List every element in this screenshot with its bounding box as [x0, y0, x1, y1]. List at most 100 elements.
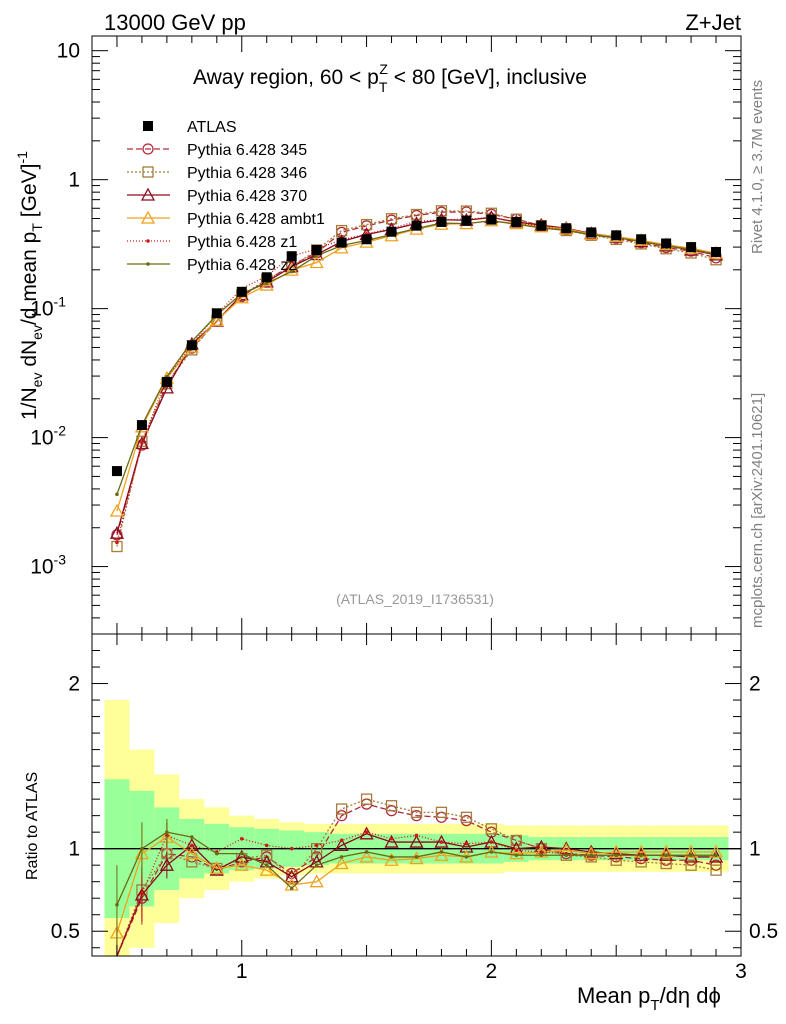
ratio-bands [92, 700, 741, 956]
series-3-point-0 [109, 503, 125, 517]
y-tick-label-ratio-left-2: 2 [68, 673, 80, 696]
legend-marker-2 [140, 187, 156, 201]
series-5-ratio-point-8 [314, 863, 319, 867]
legend-label-2: Pythia 6.428 370 [187, 188, 307, 205]
series-2-ratio-point-5 [234, 849, 249, 863]
atlas-point-5 [236, 286, 247, 297]
series-5-point-8 [314, 254, 319, 258]
ratio-plot-data [109, 793, 724, 957]
y-tick-label-top-1: 1 [68, 169, 80, 192]
legend-label-4: Pythia 6.428 z1 [187, 234, 297, 251]
series-1-point-13 [435, 205, 448, 217]
y-tick-label-top-4: 10-3 [30, 552, 66, 579]
y-tick-label-exp-4: -3 [54, 552, 67, 568]
y-tick-label-exp-3: -2 [54, 423, 67, 439]
atlas-point-14 [461, 215, 472, 226]
series-3-ratio-point-11 [384, 852, 399, 866]
atlas-point-21 [636, 234, 647, 245]
series-5-point-7 [289, 269, 294, 274]
series-5-point-6 [264, 281, 269, 285]
series-3-point-5 [234, 290, 249, 304]
side-text-top: Rivet 4.1.0, ≥ 3.7M events [749, 80, 766, 254]
atlas-point-10 [361, 234, 372, 245]
series-line-ratio-1 [116, 798, 717, 957]
legend-atlas-label: ATLAS [187, 119, 237, 136]
legend-atlas-marker [143, 121, 153, 131]
series-5-ratio-point-5 [239, 851, 244, 856]
series-4-ratio-point-11 [389, 836, 394, 841]
title-pre: Away region, 60 < p [193, 66, 379, 89]
series-4-ratio-point-12 [414, 833, 419, 838]
series-3-ratio-point-5 [234, 857, 249, 871]
series-5-ratio-point-13 [439, 850, 444, 854]
series-4-ratio-point-17 [539, 850, 544, 854]
series-5-ratio-point-21 [639, 853, 643, 858]
y-tick-label-ratio-left-0.5: 0.5 [51, 920, 80, 943]
series-5-point-0 [115, 492, 119, 497]
atlas-point-7 [286, 251, 297, 262]
series-4-point-1 [140, 440, 144, 445]
atlas-point-15 [486, 214, 497, 225]
title-sup: Z [379, 61, 388, 77]
series-2-point-2 [159, 380, 174, 394]
series-4-ratio-point-5 [239, 836, 244, 841]
series-5-ratio-point-7 [289, 886, 294, 891]
series-1-ratio-point-24 [710, 864, 722, 876]
atlas-point-6 [261, 272, 272, 283]
y-tick-label-top-3: 10-2 [30, 423, 66, 450]
series-0-point-0 [111, 529, 123, 541]
series-3-ratio-point-16 [509, 846, 524, 860]
series-5-ratio-point-14 [464, 855, 469, 859]
legend-label-0: Pythia 6.428 345 [187, 142, 307, 159]
legend-label-1: Pythia 6.428 346 [187, 165, 307, 182]
series-2-ratio-point-20 [609, 846, 624, 860]
y-tick-label-ratio-right-2: 2 [749, 673, 761, 696]
atlas-point-0 [111, 466, 122, 477]
series-1-ratio-point-15 [485, 823, 498, 835]
series-2-point-0 [109, 525, 125, 539]
series-1-point-12 [410, 208, 423, 221]
series-1-ratio-point-10 [360, 793, 373, 805]
title-sub: T [379, 79, 388, 95]
series-5-ratio-point-6 [264, 863, 269, 867]
header-right: Z+Jet [685, 10, 741, 35]
series-1-ratio-point-6 [261, 849, 273, 861]
legend: ATLAS Pythia 6.428 345 Pythia 6.428 346 Pyt… [127, 119, 325, 274]
series-2-ratio-point-13 [434, 834, 449, 848]
legend-marker-5 [146, 262, 150, 266]
y-tick-label-ratio-right-1: 1 [749, 838, 761, 861]
series-4-ratio-point-16 [514, 848, 519, 853]
series-5-ratio-point-3 [190, 835, 194, 839]
series-4-ratio-point-13 [439, 840, 444, 844]
series-5-ratio-point-20 [614, 853, 618, 858]
atlas-point-2 [161, 376, 172, 387]
y-tick-label-top-2: 10-1 [30, 294, 66, 321]
series-2-point-1 [134, 436, 150, 450]
title-post: < 80 [GeV], inclusive [388, 66, 587, 89]
side-text-bottom: mcplots.cern.ch [arXiv:2401.10621] [749, 393, 766, 628]
series-2-ratio-point-11 [384, 834, 399, 848]
series-3-ratio-point-9 [334, 856, 349, 870]
series-5-ratio-point-9 [339, 855, 344, 859]
series-1-ratio-point-12 [410, 806, 423, 818]
series-3-ratio-point-10 [359, 849, 374, 863]
atlas-point-1 [136, 420, 147, 431]
series-3-ratio-point-13 [434, 847, 449, 861]
series-4-ratio-point-6 [264, 843, 269, 848]
atlas-point-18 [561, 223, 572, 234]
legend-marker-0 [142, 143, 154, 155]
series-5-ratio-point-4 [215, 851, 219, 856]
series-3-ratio-point-4 [209, 861, 224, 875]
series-2-ratio-point-3 [184, 838, 199, 852]
series-3-ratio-point-15 [484, 844, 499, 858]
legend-marker-3 [140, 210, 156, 224]
atlas-point-12 [411, 220, 422, 231]
series-5-ratio-point-18 [564, 853, 569, 858]
y-tick-label-ratio-right-0.5: 0.5 [749, 920, 778, 943]
x-tick-label-2: 2 [486, 960, 498, 983]
series-5-ratio-point-24 [714, 853, 718, 858]
series-5-ratio-point-23 [689, 853, 693, 858]
series-4-point-0 [115, 540, 119, 545]
ratio-frame [91, 633, 742, 957]
plot-title: Away region, 60 < pTZ < 80 [GeV], inclus… [193, 61, 587, 95]
